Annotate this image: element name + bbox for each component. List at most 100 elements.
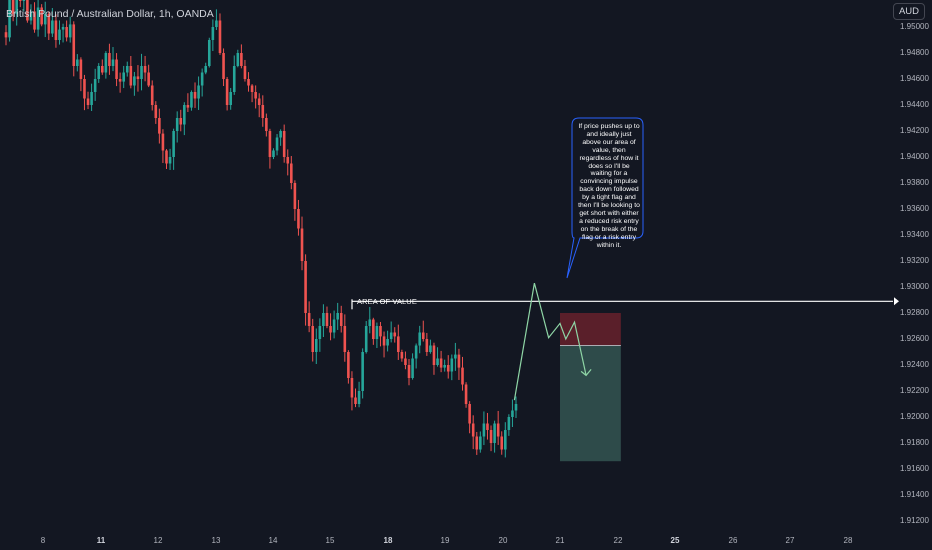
candle [475, 431, 479, 455]
candle [257, 93, 261, 118]
candle [33, 2, 36, 33]
candle-body [97, 66, 101, 79]
candle [318, 318, 322, 352]
candle [496, 410, 500, 445]
candle-body [215, 20, 218, 27]
candle [407, 358, 411, 386]
candle-body [279, 131, 282, 138]
candle-body [372, 319, 375, 339]
candle-body [350, 378, 354, 398]
candle [436, 347, 439, 367]
candle-body [186, 105, 190, 108]
price-tick-label: 1.93800 [900, 178, 929, 187]
price-tick-label: 1.92200 [900, 386, 929, 395]
candle-body [414, 345, 418, 359]
candle [439, 350, 443, 373]
candle-body [143, 66, 147, 73]
candle-body [8, 0, 11, 38]
candle-body [311, 326, 315, 352]
candle [136, 65, 140, 92]
currency-button[interactable]: AUD [893, 3, 925, 20]
candle-body [179, 118, 183, 125]
candle [222, 48, 225, 87]
callout-text: If price pushes up to and ideally just a… [578, 123, 640, 249]
candle [254, 85, 257, 109]
price-tick-label: 1.94400 [900, 100, 929, 109]
candle [368, 306, 372, 334]
candle [514, 396, 518, 418]
candle [404, 351, 407, 370]
take-profit-zone [560, 345, 621, 462]
candle-body [404, 358, 407, 365]
candle-body [386, 339, 389, 346]
candle [364, 321, 368, 354]
candle [4, 25, 8, 46]
candle-body [197, 85, 200, 99]
candle [332, 310, 336, 339]
candle-body [407, 365, 411, 378]
time-tick-label: 19 [440, 536, 450, 545]
candle [158, 108, 161, 144]
candle [272, 148, 275, 160]
candle [125, 61, 129, 77]
time-tick-label: 18 [383, 536, 393, 545]
candle [382, 331, 386, 358]
candle [386, 330, 389, 352]
time-tick-label: 21 [555, 536, 565, 545]
candle [129, 56, 133, 89]
candle [118, 72, 122, 93]
candle [122, 65, 125, 89]
candle [207, 37, 211, 68]
candle [43, 1, 47, 38]
candle [372, 317, 375, 345]
candle [325, 306, 329, 329]
candle [500, 431, 504, 455]
candle-body [507, 417, 511, 430]
candle [279, 129, 282, 146]
candle-body [122, 72, 125, 82]
candle [429, 339, 432, 354]
candle-body [243, 66, 247, 79]
candle [265, 113, 268, 137]
candle-body [364, 326, 368, 352]
candle [36, 0, 40, 37]
candle-body [375, 326, 379, 339]
candle-body [22, 0, 26, 1]
candle-body [100, 66, 104, 73]
time-tick-label: 13 [211, 536, 221, 545]
candle-body [261, 105, 265, 118]
candle [18, 0, 22, 8]
candle-body [51, 20, 54, 34]
time-tick-label: 11 [96, 536, 106, 545]
candle-body [136, 76, 140, 79]
candle [204, 62, 208, 75]
candle [250, 84, 254, 103]
price-tick-label: 1.94800 [900, 48, 929, 57]
candle-body [493, 423, 496, 443]
candle-body [72, 24, 76, 66]
candle-body [389, 332, 393, 339]
time-tick-label: 8 [40, 536, 46, 545]
candle-body [200, 72, 204, 86]
candle-body [265, 118, 268, 131]
time-tick-label: 27 [785, 536, 795, 545]
candle [268, 128, 272, 169]
projection-path [513, 282, 587, 401]
candle-body [471, 423, 475, 437]
candle-body [247, 79, 250, 86]
candle [51, 8, 54, 38]
candle-body [454, 354, 457, 359]
candle [29, 4, 33, 25]
candle [183, 102, 186, 136]
candle [311, 318, 315, 362]
candle-body [304, 261, 307, 313]
candle-body [158, 118, 161, 134]
price-tick-label: 1.92600 [900, 334, 929, 343]
candle-body [339, 313, 343, 326]
candle [90, 83, 93, 112]
candle [11, 0, 15, 22]
candle-body [418, 332, 422, 346]
candle [446, 355, 450, 379]
candle-body [457, 354, 461, 368]
